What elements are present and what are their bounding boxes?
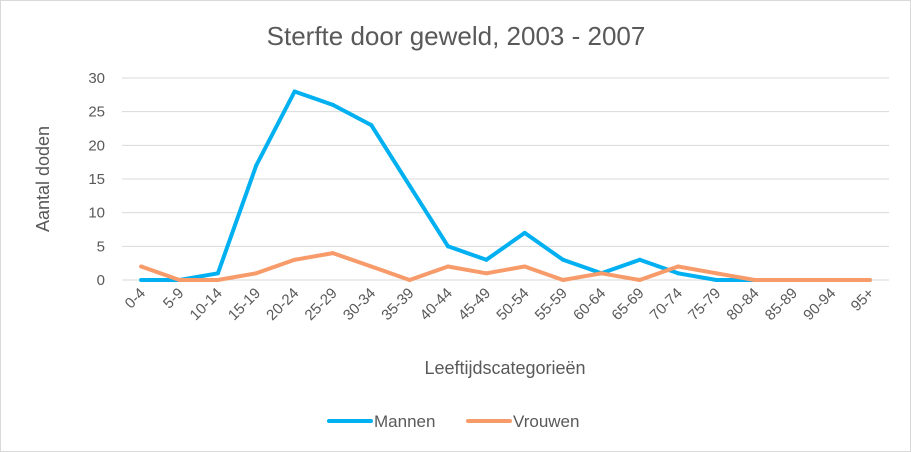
x-tick-label: 25-29 <box>302 285 341 324</box>
gridlines <box>122 77 889 281</box>
data-point <box>369 123 374 128</box>
x-tick-label: 50-54 <box>493 285 532 324</box>
x-tick-label: 30-34 <box>340 285 379 324</box>
legend-label: Mannen <box>374 412 435 431</box>
data-point <box>407 278 412 282</box>
series-lines <box>139 89 872 282</box>
data-point <box>215 271 220 276</box>
y-tick-label: 15 <box>88 171 105 188</box>
y-tick-label: 20 <box>88 137 105 154</box>
y-tick-label: 0 <box>97 272 105 289</box>
data-point <box>522 264 527 269</box>
data-point <box>676 264 681 269</box>
x-tick-label: 15-19 <box>225 285 264 324</box>
series-line-mannen <box>139 89 872 282</box>
x-tick-label: 10-14 <box>187 285 226 324</box>
data-point <box>407 183 412 188</box>
y-tick-label: 5 <box>97 238 105 255</box>
y-axis-title: Aantal doden <box>33 126 53 232</box>
data-point <box>484 257 489 262</box>
y-axis-ticks: 0 5 10 15 20 25 30 <box>88 70 105 289</box>
data-point <box>714 278 719 282</box>
y-tick-label: 30 <box>88 70 105 87</box>
legend: Mannen Vrouwen <box>327 412 579 431</box>
data-point <box>637 278 642 282</box>
data-point <box>867 278 872 282</box>
x-axis-title: Leeftijdscategorieën <box>424 358 585 378</box>
data-point <box>177 278 182 282</box>
data-point <box>752 278 757 282</box>
data-point <box>637 257 642 262</box>
data-point <box>139 278 144 282</box>
data-point <box>254 271 259 276</box>
data-point <box>676 271 681 276</box>
data-point <box>714 271 719 276</box>
data-point <box>445 244 450 249</box>
x-tick-label: 45-49 <box>455 285 494 324</box>
data-point <box>445 264 450 269</box>
data-point <box>330 251 335 256</box>
x-tick-label: 95+ <box>848 285 878 315</box>
data-point <box>292 257 297 262</box>
series-line-vrouwen <box>139 251 872 282</box>
legend-label: Vrouwen <box>513 412 579 431</box>
x-tick-label: 5-9 <box>160 285 187 312</box>
data-point <box>522 230 527 235</box>
x-tick-label: 85-89 <box>762 285 801 324</box>
data-point <box>330 102 335 107</box>
x-tick-label: 55-59 <box>532 285 571 324</box>
data-point <box>829 278 834 282</box>
x-tick-label: 80-84 <box>723 285 762 324</box>
x-tick-label: 0-4 <box>122 285 149 312</box>
y-tick-label: 10 <box>88 205 105 222</box>
data-point <box>561 278 566 282</box>
x-tick-label: 40-44 <box>417 285 456 324</box>
data-point <box>484 271 489 276</box>
data-point <box>599 271 604 276</box>
x-tick-label: 35-39 <box>378 285 417 324</box>
data-point <box>369 264 374 269</box>
x-tick-label: 70-74 <box>647 285 686 324</box>
data-point <box>561 257 566 262</box>
x-tick-label: 65-69 <box>608 285 647 324</box>
x-axis-ticks: 0-4 5-9 10-14 15-19 20-24 25-29 30-34 35-39 40-4… <box>122 285 878 324</box>
y-tick-label: 25 <box>88 104 105 121</box>
data-point <box>791 278 796 282</box>
data-point <box>139 264 144 269</box>
data-point <box>254 163 259 168</box>
x-tick-label: 75-79 <box>685 285 724 324</box>
x-tick-label: 90-94 <box>800 285 839 324</box>
chart-title: Sterfte door geweld, 2003 - 2007 <box>267 21 646 51</box>
x-tick-label: 60-64 <box>570 285 609 324</box>
data-point <box>215 278 220 282</box>
data-point <box>292 89 297 94</box>
x-tick-label: 20-24 <box>263 285 302 324</box>
